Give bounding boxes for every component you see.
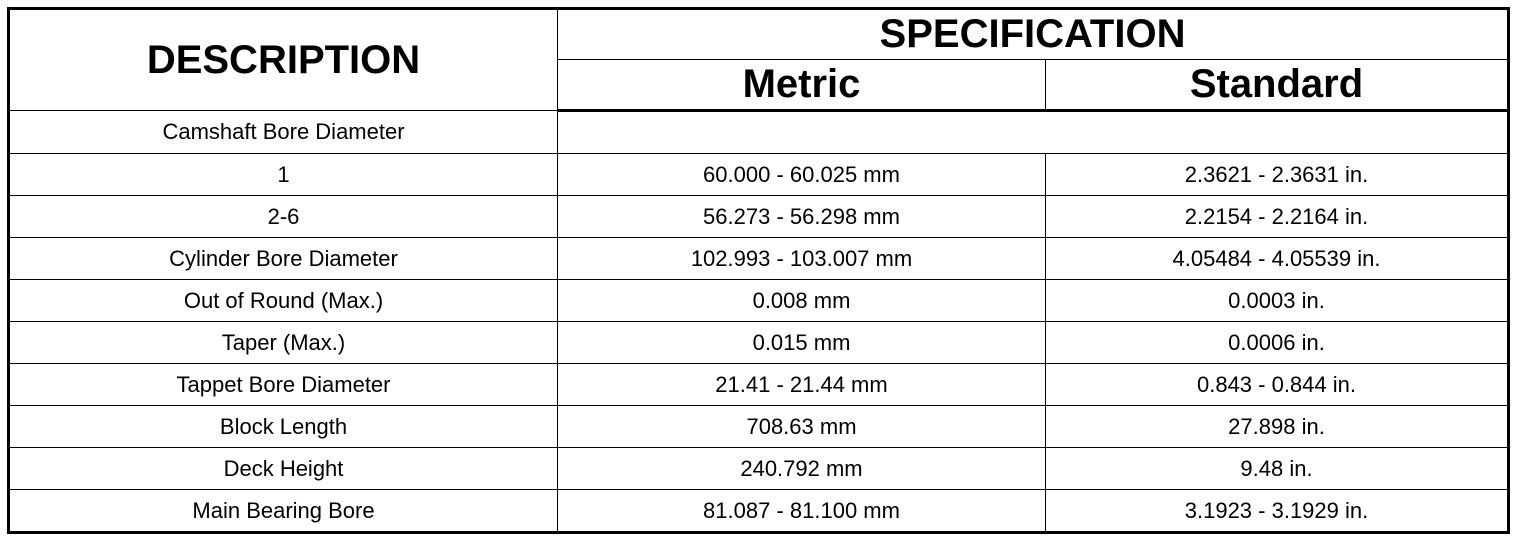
table-row: Main Bearing Bore 81.087 - 81.100 mm 3.192… <box>8 489 1509 533</box>
table-row: 2-6 56.273 - 56.298 mm 2.2154 - 2.2164 in. <box>8 195 1509 238</box>
table-cell: Main Bearing Bore <box>8 489 558 533</box>
table-cell: 9.48 in. <box>1045 447 1509 490</box>
table-cell: Block Length <box>8 405 558 448</box>
table-row: Deck Height 240.792 mm 9.48 in. <box>8 447 1509 490</box>
table-cell: 3.1923 - 3.1929 in. <box>1045 489 1509 533</box>
table-cell: 240.792 mm <box>557 447 1046 490</box>
table-cell: 1 <box>8 153 558 196</box>
table-row: Block Length 708.63 mm 27.898 in. <box>8 405 1509 448</box>
header-specification: SPECIFICATION <box>557 8 1509 60</box>
table-cell: 0.843 - 0.844 in. <box>1045 363 1509 406</box>
table-row: 1 60.000 - 60.025 mm 2.3621 - 2.3631 in. <box>8 153 1509 196</box>
header-description: DESCRIPTION <box>8 8 558 111</box>
table-row: Taper (Max.) 0.015 mm 0.0006 in. <box>8 321 1509 364</box>
table-cell: 0.015 mm <box>557 321 1046 364</box>
table-cell: 21.41 - 21.44 mm <box>557 363 1046 406</box>
table-cell: 102.993 - 103.007 mm <box>557 237 1046 280</box>
table-body: Camshaft Bore Diameter 1 60.000 - 60.025 m… <box>8 110 1509 533</box>
table-row: Cylinder Bore Diameter 102.993 - 103.007 … <box>8 237 1509 280</box>
table-cell: Tappet Bore Diameter <box>8 363 558 406</box>
table-cell: 708.63 mm <box>557 405 1046 448</box>
table-cell: 27.898 in. <box>1045 405 1509 448</box>
header-metric: Metric <box>557 59 1046 112</box>
table-cell: 0.0006 in. <box>1045 321 1509 364</box>
table-cell: 0.0003 in. <box>1045 279 1509 322</box>
table-cell: 4.05484 - 4.05539 in. <box>1045 237 1509 280</box>
table-cell: 0.008 mm <box>557 279 1046 322</box>
table-cell: 81.087 - 81.100 mm <box>557 489 1046 533</box>
table-row: Camshaft Bore Diameter <box>8 110 1509 154</box>
empty-cell <box>557 110 1509 154</box>
table-cell: 2.3621 - 2.3631 in. <box>1045 153 1509 196</box>
table-cell: 56.273 - 56.298 mm <box>557 195 1046 238</box>
table-cell: 2.2154 - 2.2164 in. <box>1045 195 1509 238</box>
table-cell: 2-6 <box>8 195 558 238</box>
table-cell: Taper (Max.) <box>8 321 558 364</box>
table-cell: Cylinder Bore Diameter <box>8 237 558 280</box>
table-row: Tappet Bore Diameter 21.41 - 21.44 mm 0.84… <box>8 363 1509 406</box>
table-cell: 60.000 - 60.025 mm <box>557 153 1046 196</box>
spec-table: DESCRIPTION SPECIFICATION Metric Standar… <box>7 7 1510 534</box>
table-row: Out of Round (Max.) 0.008 mm 0.0003 in. <box>8 279 1509 322</box>
table-cell: Out of Round (Max.) <box>8 279 558 322</box>
table-cell: Deck Height <box>8 447 558 490</box>
header-standard: Standard <box>1045 59 1509 112</box>
table-cell: Camshaft Bore Diameter <box>8 110 558 154</box>
